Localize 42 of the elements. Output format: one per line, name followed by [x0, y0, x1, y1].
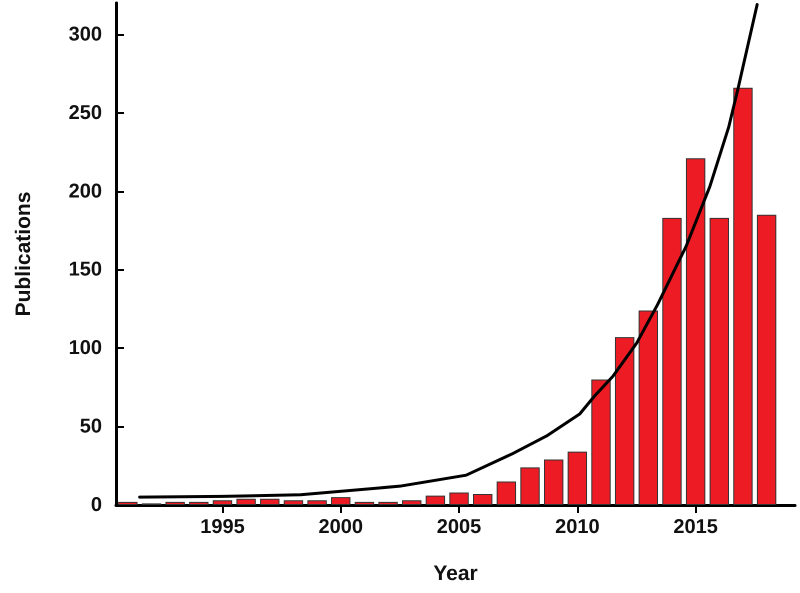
y-tick-label: 50: [80, 416, 102, 438]
line-series: [138, 3, 759, 499]
bar: [449, 492, 469, 505]
bar: [473, 494, 492, 505]
bar: [520, 467, 540, 505]
y-tick-label: 100: [68, 337, 102, 360]
bar: [733, 88, 753, 505]
x-axis-title: Year: [433, 562, 478, 585]
bar: [496, 481, 516, 505]
bar: [165, 502, 185, 505]
x-tick-label: 2000: [318, 516, 364, 538]
bar: [591, 380, 611, 505]
bar: [236, 498, 256, 505]
bar: [402, 500, 422, 505]
x-tick-label: 2005: [436, 516, 482, 538]
x-tick-label: 2010: [555, 516, 600, 538]
bar: [686, 158, 706, 505]
bar: [307, 500, 327, 505]
x-tick-label: 2015: [673, 516, 718, 538]
y-tick-label: 200: [68, 180, 102, 202]
y-axis-title: Publications: [12, 192, 35, 316]
bar: [212, 500, 232, 505]
bar: [118, 502, 138, 505]
bar: [756, 214, 776, 505]
bar: [331, 497, 350, 505]
bar: [614, 337, 634, 505]
x-tick-label: 1995: [200, 516, 245, 538]
bar: [710, 218, 729, 505]
bar: [426, 496, 446, 505]
bar: [544, 460, 564, 505]
y-tick-label: 250: [68, 102, 102, 124]
bar: [284, 500, 304, 505]
bar: [354, 502, 374, 505]
bar: [260, 498, 280, 505]
y-tick-label: 150: [68, 258, 102, 281]
bar: [638, 310, 658, 505]
y-tick-label: 0: [90, 494, 102, 516]
bar: [662, 218, 682, 505]
bar: [378, 502, 398, 505]
bar: [189, 502, 209, 505]
bar: [568, 452, 588, 505]
y-tick-label: 300: [68, 23, 102, 46]
